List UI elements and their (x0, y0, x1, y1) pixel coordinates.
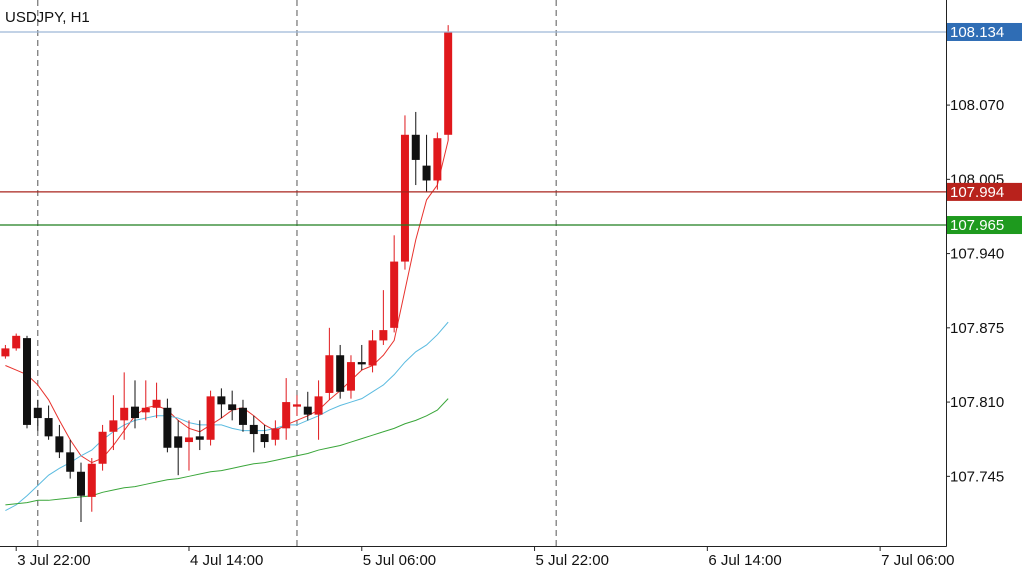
price-label-box (947, 182, 1022, 201)
candle-body (292, 404, 301, 407)
candle-body (238, 407, 247, 425)
x-tick-label: 5 Jul 22:00 (536, 552, 609, 569)
candle-body (346, 362, 355, 391)
candle-body (174, 436, 183, 448)
candle-body (325, 355, 334, 393)
candle-body (206, 396, 215, 440)
candle-body (22, 338, 31, 425)
candle-body (44, 418, 53, 437)
candle-body (152, 399, 161, 408)
candle-body (433, 138, 442, 181)
y-tick-label: 107.745 (950, 468, 1004, 485)
price-label: 107.965 (950, 217, 1004, 234)
price-label: 107.994 (950, 184, 1004, 201)
moving-average-line (5, 398, 449, 506)
candle-body (87, 463, 96, 497)
candle-body (76, 471, 85, 496)
candle-body (314, 396, 323, 415)
y-tick-label: 108.070 (950, 97, 1004, 114)
candle-body (12, 335, 21, 349)
candle-body (195, 436, 204, 440)
x-tick-label: 6 Jul 14:00 (708, 552, 781, 569)
candle-body (411, 134, 420, 160)
y-tick-label: 107.875 (950, 320, 1004, 337)
candle-body (184, 437, 193, 443)
candle-body (357, 362, 366, 365)
candle-body (336, 355, 345, 392)
candle-body (141, 407, 150, 413)
candle-body (130, 406, 139, 419)
x-tick-label: 7 Jul 06:00 (881, 552, 954, 569)
price-label: 108.134 (950, 24, 1004, 41)
price-line-layer (0, 31, 946, 226)
price-label-box (947, 22, 1022, 41)
candle-body (98, 431, 107, 464)
y-tick-label: 107.940 (950, 246, 1004, 263)
candle-body (368, 340, 377, 366)
candle-body (249, 424, 258, 435)
candle-body (33, 407, 42, 419)
y-tick-label: 107.810 (950, 394, 1004, 411)
candle-body (55, 436, 64, 453)
x-tick-label: 5 Jul 06:00 (363, 552, 436, 569)
candle-body (1, 348, 10, 357)
candle-body (260, 434, 269, 443)
grid-layer (37, 0, 557, 546)
candle-body (271, 428, 280, 440)
candle-body (303, 406, 312, 415)
candle-body (379, 330, 388, 341)
x-tick-label: 4 Jul 14:00 (190, 552, 263, 569)
candle-body (390, 261, 399, 328)
candle-body (217, 396, 226, 405)
chart-title: USDJPY, H1 (5, 9, 90, 26)
candle-body (400, 134, 409, 262)
candle-body (422, 165, 431, 181)
candle-body (444, 31, 453, 135)
series-layer (1, 25, 453, 523)
candle-body (66, 452, 75, 472)
candle-body (163, 407, 172, 448)
candle-body (282, 402, 291, 429)
price-label-box (947, 216, 1022, 235)
candle-body (109, 420, 118, 432)
candle-body (120, 407, 129, 421)
candle-body (228, 404, 237, 411)
moving-average-line (5, 321, 449, 512)
x-tick-label: 3 Jul 22:00 (17, 552, 90, 569)
